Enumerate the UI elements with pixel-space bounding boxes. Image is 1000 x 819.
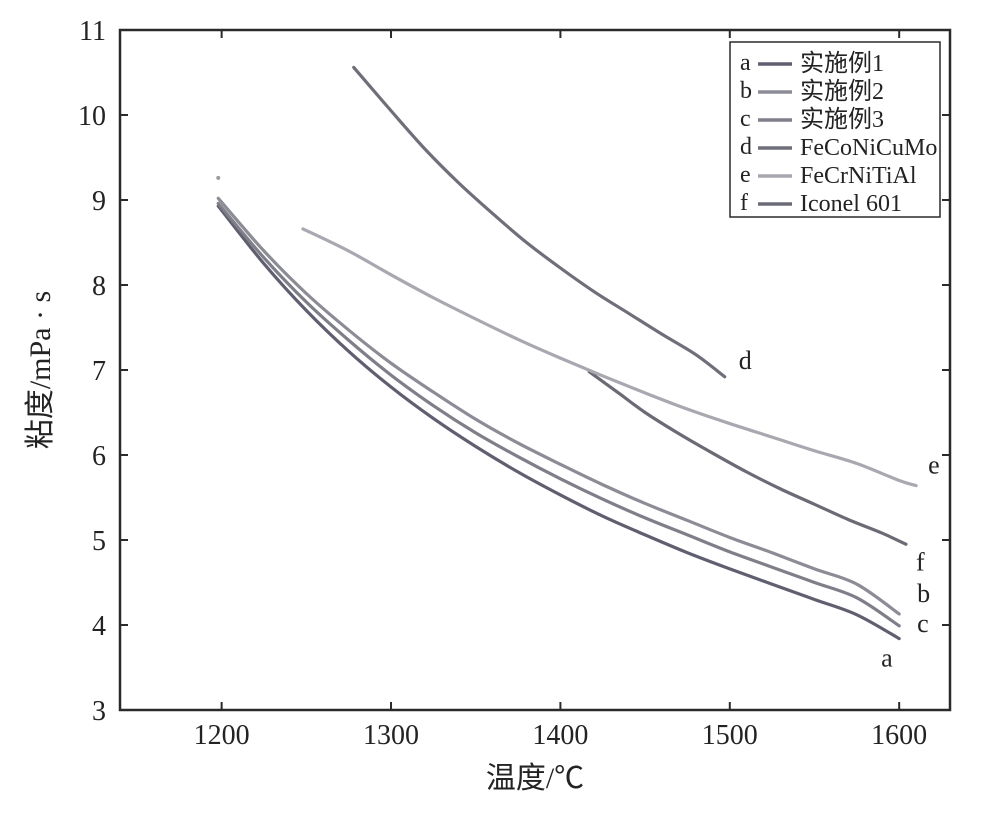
x-tick-label: 1400 bbox=[532, 720, 588, 751]
legend-letter-c: c bbox=[740, 106, 751, 132]
y-tick-label: 4 bbox=[92, 611, 106, 642]
x-tick-label: 1600 bbox=[871, 720, 927, 751]
y-tick-label: 11 bbox=[79, 16, 106, 47]
series-label-d: d bbox=[739, 346, 752, 375]
series-label-c: c bbox=[917, 609, 929, 638]
legend-letter-a: a bbox=[740, 50, 751, 76]
legend-letter-e: e bbox=[740, 162, 751, 188]
y-axis-label: 粘度/mPa · s bbox=[24, 291, 57, 449]
viscosity-chart: 1200 1300 1400 1500 1600 3 4 5 6 7 8 9 10 11 温度/℃ 粘度/mP… bbox=[0, 0, 1000, 819]
extra-point bbox=[216, 176, 220, 180]
legend-label-a: 实施例1 bbox=[800, 50, 884, 77]
x-tick-label: 1500 bbox=[702, 720, 758, 751]
legend-letter-f: f bbox=[740, 190, 748, 216]
x-tick-label: 1300 bbox=[363, 720, 419, 751]
series-label-f: f bbox=[916, 547, 925, 576]
y-tick-label: 9 bbox=[92, 186, 106, 217]
legend-label-b: 实施例2 bbox=[800, 78, 884, 105]
y-tick-label: 8 bbox=[92, 271, 106, 302]
y-tick-label: 7 bbox=[92, 356, 106, 387]
series-label-b: b bbox=[917, 579, 930, 608]
legend-label-f: Iconel 601 bbox=[800, 191, 902, 217]
x-tick-label: 1200 bbox=[194, 720, 250, 751]
y-tick-label: 5 bbox=[92, 526, 106, 557]
y-tick-label: 10 bbox=[78, 101, 106, 132]
chart-svg: 1200 1300 1400 1500 1600 3 4 5 6 7 8 9 10 11 温度/℃ 粘度/mP… bbox=[0, 0, 1000, 819]
legend-label-c: 实施例3 bbox=[800, 106, 884, 133]
x-axis-label: 温度/℃ bbox=[486, 762, 584, 795]
legend-label-d: FeCoNiCuMo bbox=[800, 135, 937, 161]
legend-letter-b: b bbox=[740, 78, 752, 104]
series-label-a: a bbox=[881, 644, 893, 673]
legend-letter-d: d bbox=[740, 134, 752, 160]
legend-label-e: FeCrNiTiAl bbox=[800, 163, 917, 189]
y-tick-label: 6 bbox=[92, 441, 106, 472]
y-tick-label: 3 bbox=[92, 696, 106, 727]
series-label-e: e bbox=[928, 451, 940, 480]
